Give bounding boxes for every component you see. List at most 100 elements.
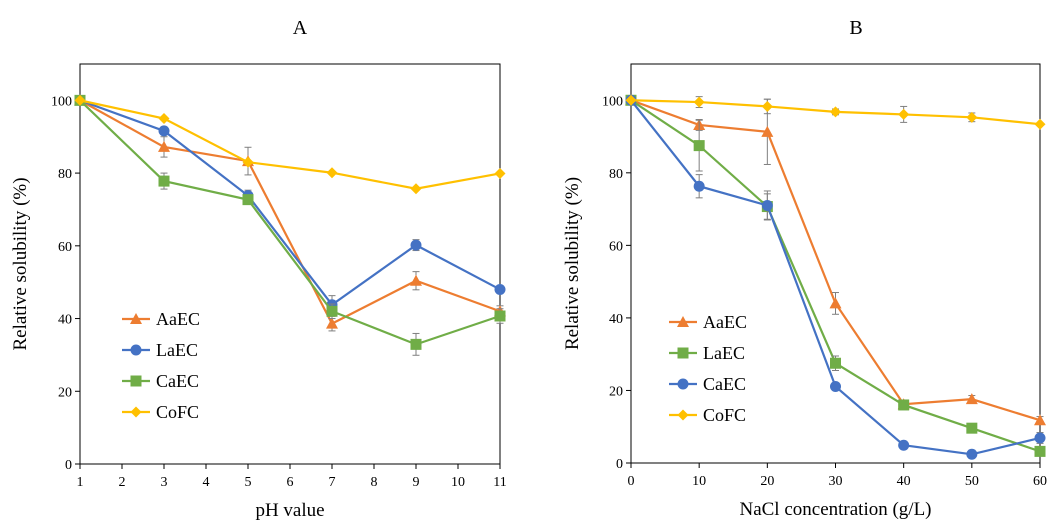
data-point (830, 358, 841, 369)
x-tick-label: 40 (897, 474, 911, 489)
legend-marker (131, 345, 142, 356)
x-tick-label: 10 (692, 474, 706, 489)
legend-marker (131, 407, 142, 418)
x-tick-label: 7 (329, 475, 336, 490)
data-point (898, 440, 909, 451)
series-line (631, 100, 1040, 420)
legend-label: CoFC (703, 405, 746, 425)
series-cofc (626, 95, 1046, 130)
chart-panel-b: 0 20 40 60 80 100 0 10 20 30 40 50 60 B NaCl concentra… (562, 17, 1047, 520)
y-tick-label: 60 (609, 239, 623, 254)
series-caec (626, 95, 1046, 460)
data-point (159, 125, 170, 136)
y-tick-label: 100 (51, 94, 72, 109)
data-point (966, 449, 977, 460)
legend: AaEC LaEC CaEC CoFC (669, 312, 747, 425)
data-point (159, 176, 170, 187)
data-point (495, 284, 506, 295)
x-tick-label: 20 (760, 474, 774, 489)
x-tick-label: 0 (628, 474, 635, 489)
legend-label: CaEC (703, 374, 746, 394)
data-point (898, 109, 909, 120)
x-tick-label: 50 (965, 474, 979, 489)
data-point (694, 181, 705, 192)
legend-marker (678, 410, 689, 421)
data-point (830, 297, 842, 308)
x-axis-title: pH value (255, 500, 324, 521)
data-point (159, 113, 170, 124)
y-tick-label: 80 (609, 167, 623, 182)
data-point (966, 423, 977, 434)
x-tick-label: 6 (287, 475, 294, 490)
x-tick-label: 8 (371, 475, 378, 490)
y-axis-title: Relative solubility (%) (562, 177, 583, 350)
data-point (411, 240, 422, 251)
series-line (631, 100, 1040, 451)
data-point (694, 97, 705, 108)
data-point (762, 200, 773, 211)
x-tick-label: 4 (203, 475, 210, 490)
data-point (762, 101, 773, 112)
y-tick-label: 60 (58, 240, 72, 255)
legend-label: CaEC (156, 371, 199, 391)
series-line (80, 100, 500, 344)
series-laec (75, 95, 506, 314)
series-cofc (75, 95, 506, 194)
data-point (495, 168, 506, 179)
legend-label: AaEC (156, 309, 200, 329)
data-point (1035, 446, 1046, 457)
data-point (830, 381, 841, 392)
data-point (410, 275, 422, 286)
data-point (243, 194, 254, 205)
y-tick-label: 0 (616, 457, 623, 472)
x-tick-label: 3 (161, 475, 168, 490)
y-tick-label: 40 (58, 313, 72, 328)
series-aaec (74, 94, 506, 331)
x-tick-label: 10 (451, 475, 465, 490)
data-point (898, 399, 909, 410)
legend: AaEC LaEC CaEC CoFC (122, 309, 200, 422)
x-tick-label: 30 (829, 474, 843, 489)
data-point (411, 183, 422, 194)
x-axis-title: NaCl concentration (g/L) (739, 499, 931, 520)
data-point (411, 339, 422, 350)
series-aaec (625, 94, 1046, 425)
series-line (80, 100, 500, 323)
x-tick-label: 1 (77, 475, 84, 490)
legend-marker (678, 379, 689, 390)
data-point (830, 106, 841, 117)
legend-marker (678, 348, 689, 359)
y-tick-label: 100 (602, 94, 623, 109)
panel-title: B (849, 17, 862, 39)
legend-marker (131, 376, 142, 387)
data-point (158, 141, 170, 152)
y-tick-label: 40 (609, 312, 623, 327)
legend-label: AaEC (703, 312, 747, 332)
data-point (1035, 432, 1046, 443)
data-point (495, 311, 506, 322)
x-tick-label: 60 (1033, 474, 1047, 489)
panel-title: A (293, 17, 308, 39)
y-tick-label: 20 (609, 384, 623, 399)
data-point (327, 167, 338, 178)
data-point (326, 318, 338, 329)
y-axis-title: Relative solubility (%) (10, 177, 31, 350)
y-tick-label: 0 (65, 458, 72, 473)
data-point (327, 306, 338, 317)
data-point (1035, 119, 1046, 130)
legend-label: CoFC (156, 402, 199, 422)
legend-label: LaEC (703, 343, 745, 363)
x-tick-label: 5 (245, 475, 252, 490)
plot-frame (631, 64, 1040, 463)
data-point (694, 140, 705, 151)
y-tick-label: 20 (58, 385, 72, 400)
legend-label: LaEC (156, 340, 198, 360)
chart-panel-a: 0 20 40 60 80 100 1 2 3 4 5 6 7 8 9 10 11 ApH value Relati… (10, 17, 507, 521)
x-tick-label: 11 (493, 475, 506, 490)
series-line (80, 100, 500, 304)
y-tick-label: 80 (58, 167, 72, 182)
x-tick-label: 9 (413, 475, 420, 490)
x-tick-label: 2 (119, 475, 126, 490)
data-point (966, 112, 977, 123)
